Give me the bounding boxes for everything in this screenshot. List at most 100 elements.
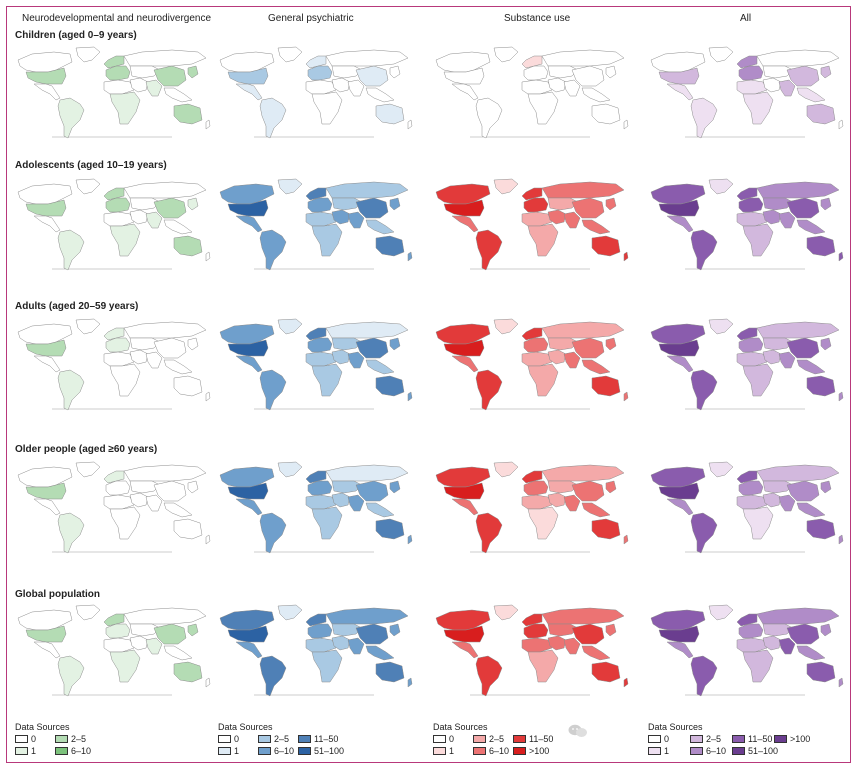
map-region-greenland — [708, 318, 734, 335]
map-region-africa_sub — [109, 649, 141, 683]
choropleth-map — [650, 461, 844, 554]
map-region-greenland — [708, 461, 734, 478]
map-region-greenland — [277, 178, 303, 195]
map-region-usa — [658, 482, 700, 500]
map-region-africa_north — [305, 637, 337, 653]
legend-label: 1 — [449, 746, 455, 756]
map-region-new_zealand — [623, 677, 629, 688]
map-region-uk_scandinavia — [736, 470, 758, 484]
map-region-africa_north — [103, 494, 135, 510]
map-region-greenland — [493, 178, 519, 195]
map-region-north_america — [650, 183, 706, 205]
map-region-east_asia — [605, 65, 617, 79]
map-region-europe — [307, 197, 333, 213]
map-region-australia — [591, 518, 621, 540]
legend-label: >100 — [790, 734, 811, 744]
map-region-africa_sub — [311, 363, 343, 397]
map-region-south_asia — [778, 351, 796, 369]
legend-swatch — [55, 735, 68, 743]
choropleth-map — [650, 178, 844, 271]
legend-item: 11–50 — [513, 734, 553, 744]
map-region-central_asia — [547, 197, 579, 211]
map-region-middle_east — [129, 492, 149, 508]
map-region-china — [355, 65, 389, 87]
map-region-china — [355, 623, 389, 645]
map-region-south_asia — [778, 494, 796, 512]
map-region-australia — [375, 375, 405, 397]
map-region-new_zealand — [838, 677, 844, 688]
map-region-russia — [756, 464, 840, 482]
map-region-china — [355, 337, 389, 359]
map-region-europe — [307, 65, 333, 81]
map-region-new_zealand — [407, 119, 413, 130]
map-region-uk_scandinavia — [736, 55, 758, 69]
map-region-russia — [756, 321, 840, 339]
legend-label: 0 — [234, 734, 240, 744]
map-region-new_zealand — [205, 534, 211, 545]
map-region-australia — [375, 103, 405, 125]
legend-label: 0 — [449, 734, 455, 744]
legend-item: 51–100 — [732, 746, 778, 756]
map-region-greenland — [277, 318, 303, 335]
map-region-africa_sub — [311, 506, 343, 540]
map-region-china — [786, 337, 820, 359]
map-region-middle_east — [547, 349, 567, 365]
map-region-south_america — [475, 512, 503, 554]
choropleth-map — [650, 46, 844, 139]
map-region-greenland — [708, 46, 734, 63]
map-region-usa — [25, 67, 67, 85]
map-region-north_america — [219, 323, 275, 345]
map-region-greenland — [75, 318, 101, 335]
map-region-middle_east — [129, 635, 149, 651]
column-title: All — [740, 13, 752, 24]
map-region-southeast_asia — [365, 219, 395, 235]
legend-swatch — [473, 747, 486, 755]
legend-item: 11–50 — [732, 734, 772, 744]
legend-label: 11–50 — [314, 734, 339, 744]
map-region-middle_east — [762, 492, 782, 508]
map-region-east_asia — [605, 480, 617, 494]
map-region-new_zealand — [407, 677, 413, 688]
map-region-south_asia — [145, 494, 163, 512]
legend-swatch — [218, 735, 231, 743]
map-region-uk_scandinavia — [103, 187, 125, 201]
legend-swatch — [258, 747, 271, 755]
choropleth-map — [17, 461, 211, 554]
map-region-south_america — [57, 369, 85, 411]
map-region-uk_scandinavia — [736, 327, 758, 341]
map-region-russia — [123, 321, 207, 339]
map-region-south_america — [690, 369, 718, 411]
legend-label: 2–5 — [706, 734, 722, 744]
map-region-middle_east — [762, 209, 782, 225]
map-region-central_asia — [129, 480, 161, 494]
map-region-east_asia — [187, 623, 199, 637]
legend-swatch — [218, 747, 231, 755]
map-region-southeast_asia — [581, 87, 611, 103]
legend-label: 6–10 — [706, 746, 727, 756]
legend-swatch — [15, 747, 28, 755]
map-region-russia — [541, 49, 625, 67]
map-region-south_america — [259, 97, 287, 139]
map-region-mexico_central — [33, 641, 61, 659]
map-region-new_zealand — [838, 534, 844, 545]
map-region-south_america — [259, 369, 287, 411]
map-region-africa_north — [305, 211, 337, 227]
map-region-usa — [25, 339, 67, 357]
map-region-north_america — [219, 51, 275, 73]
map-region-southeast_asia — [796, 219, 826, 235]
map-region-south_america — [57, 655, 85, 697]
map-region-australia — [591, 235, 621, 257]
map-region-greenland — [493, 604, 519, 621]
map-region-north_america — [435, 51, 491, 73]
legend-title: Data Sources — [648, 722, 703, 732]
map-region-south_america — [475, 655, 503, 697]
map-region-south_asia — [563, 211, 581, 229]
map-region-europe — [523, 623, 549, 639]
map-region-africa_north — [305, 494, 337, 510]
map-region-mexico_central — [666, 641, 694, 659]
map-region-usa — [658, 199, 700, 217]
map-region-central_asia — [331, 480, 363, 494]
map-region-southeast_asia — [163, 645, 193, 661]
map-region-southeast_asia — [796, 359, 826, 375]
map-region-china — [153, 623, 187, 645]
